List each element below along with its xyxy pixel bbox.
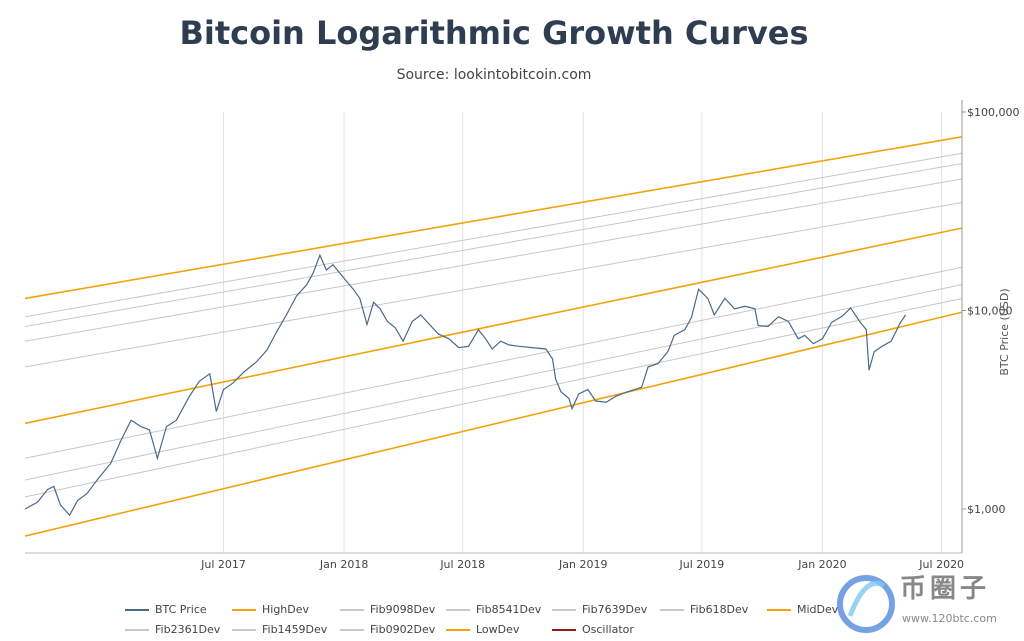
chart-legend: BTC Price HighDev Fib9098Dev Fib8541Dev Fib7… — [0, 598, 1024, 641]
chart-plot: Jul 2017 Jan 2018 Jul 2018 Jan 2019 Jul 2019… — [24, 100, 1020, 571]
band-line-fib2361dev — [25, 266, 962, 459]
legend-swatch — [125, 628, 149, 631]
legend-label: Fib7639Dev — [582, 603, 648, 616]
legend-label: LowDev — [476, 623, 520, 636]
y-tick-label: $1,000 — [967, 503, 1006, 516]
legend-swatch — [446, 628, 470, 631]
legend-swatch — [340, 628, 364, 631]
legend-item[interactable]: Fib2361Dev — [125, 623, 220, 636]
band-line-fib618dev — [25, 202, 962, 368]
legend-label: Fib8541Dev — [476, 603, 542, 616]
legend-item[interactable]: Fib0902Dev — [340, 623, 435, 636]
y-tick-label: $10,000 — [967, 304, 1013, 317]
legend-label: HighDev — [262, 603, 310, 616]
legend-label: Fib0902Dev — [370, 623, 436, 636]
band-line-lowdev — [25, 311, 962, 537]
chart-subtitle: Source: lookintobitcoin.com — [396, 67, 592, 83]
legend-label: Oscillator — [582, 623, 634, 636]
legend-item[interactable]: Fib7639Dev — [552, 603, 647, 616]
band-line-fib7639dev — [25, 178, 962, 342]
y-tick-label: $100,000 — [967, 106, 1020, 119]
band-line-middev — [25, 227, 962, 425]
legend-item[interactable]: Fib618Dev — [660, 603, 748, 616]
x-tick-label: Jan 2019 — [558, 558, 607, 571]
legend-swatch — [340, 608, 364, 611]
legend-label: Fib9098Dev — [370, 603, 436, 616]
legend-swatch — [125, 608, 149, 611]
legend-item[interactable]: LowDev — [446, 623, 519, 636]
band-line-fib1459dev — [25, 284, 962, 481]
x-tick-label: Jul 2020 — [918, 558, 964, 571]
legend-label: MidDev — [797, 603, 839, 616]
series-line-btc-price — [24, 253, 907, 517]
x-tick-label: Jul 2019 — [678, 558, 724, 571]
legend-swatch — [232, 628, 256, 631]
band-line-fib8541dev — [25, 163, 962, 328]
legend-item[interactable]: Fib9098Dev — [340, 603, 435, 616]
band-line-fib9098dev — [25, 152, 962, 318]
legend-item[interactable]: Fib1459Dev — [232, 623, 327, 636]
legend-item[interactable]: BTC Price — [125, 603, 207, 616]
watermark-url: www.120btc.com — [902, 612, 997, 625]
legend-swatch — [660, 608, 684, 611]
watermark: 币圈子 www.120btc.com — [836, 560, 1024, 641]
chart-title: Bitcoin Logarithmic Growth Curves — [179, 14, 809, 52]
legend-item[interactable]: MidDev — [767, 603, 838, 616]
y-axis-label: BTC Price (USD) — [998, 288, 1011, 375]
band-line-highdev — [25, 136, 962, 300]
legend-label: Fib618Dev — [690, 603, 749, 616]
legend-item[interactable]: HighDev — [232, 603, 309, 616]
band-line-fib0902dev — [25, 297, 962, 498]
x-tick-label: Jan 2020 — [797, 558, 846, 571]
x-tick-label: Jan 2018 — [319, 558, 368, 571]
legend-item[interactable]: Fib8541Dev — [446, 603, 541, 616]
legend-swatch — [446, 608, 470, 611]
legend-item[interactable]: Oscillator — [552, 623, 634, 636]
x-tick-label: Jul 2018 — [439, 558, 485, 571]
legend-swatch — [767, 608, 791, 611]
legend-label: Fib1459Dev — [262, 623, 328, 636]
legend-swatch — [552, 628, 576, 631]
watermark-logo-icon — [837, 575, 895, 633]
watermark-text: 币圈子 — [900, 574, 991, 604]
x-tick-label: Jul 2017 — [200, 558, 246, 571]
legend-label: BTC Price — [155, 603, 207, 616]
legend-swatch — [552, 608, 576, 611]
legend-swatch — [232, 608, 256, 611]
legend-label: Fib2361Dev — [155, 623, 221, 636]
